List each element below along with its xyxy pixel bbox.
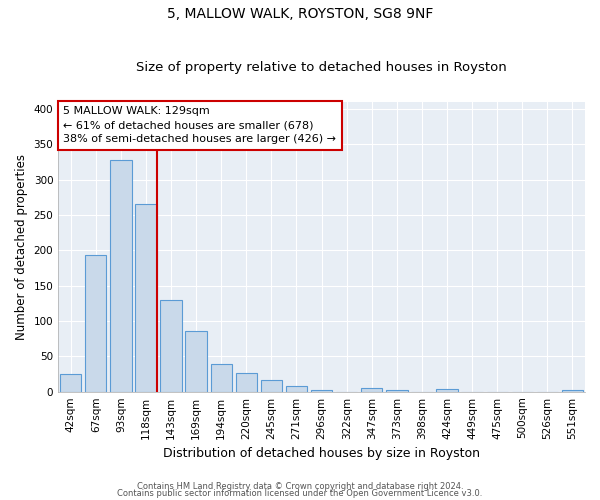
- Bar: [436, 389, 458, 392]
- Bar: [236, 374, 257, 392]
- Bar: [136, 204, 157, 392]
- Bar: [361, 388, 382, 392]
- Bar: [211, 364, 232, 392]
- Bar: [85, 256, 106, 392]
- Bar: [160, 300, 182, 392]
- Bar: [261, 380, 282, 392]
- Bar: [386, 390, 407, 392]
- Bar: [562, 390, 583, 392]
- Text: 5, MALLOW WALK, ROYSTON, SG8 9NF: 5, MALLOW WALK, ROYSTON, SG8 9NF: [167, 8, 433, 22]
- Title: Size of property relative to detached houses in Royston: Size of property relative to detached ho…: [136, 62, 507, 74]
- Bar: [311, 390, 332, 392]
- Text: Contains HM Land Registry data © Crown copyright and database right 2024.: Contains HM Land Registry data © Crown c…: [137, 482, 463, 491]
- Bar: [286, 386, 307, 392]
- Text: Contains public sector information licensed under the Open Government Licence v3: Contains public sector information licen…: [118, 489, 482, 498]
- X-axis label: Distribution of detached houses by size in Royston: Distribution of detached houses by size …: [163, 447, 480, 460]
- Text: 5 MALLOW WALK: 129sqm
← 61% of detached houses are smaller (678)
38% of semi-det: 5 MALLOW WALK: 129sqm ← 61% of detached …: [64, 106, 337, 144]
- Bar: [110, 160, 131, 392]
- Y-axis label: Number of detached properties: Number of detached properties: [15, 154, 28, 340]
- Bar: [185, 331, 207, 392]
- Bar: [60, 374, 82, 392]
